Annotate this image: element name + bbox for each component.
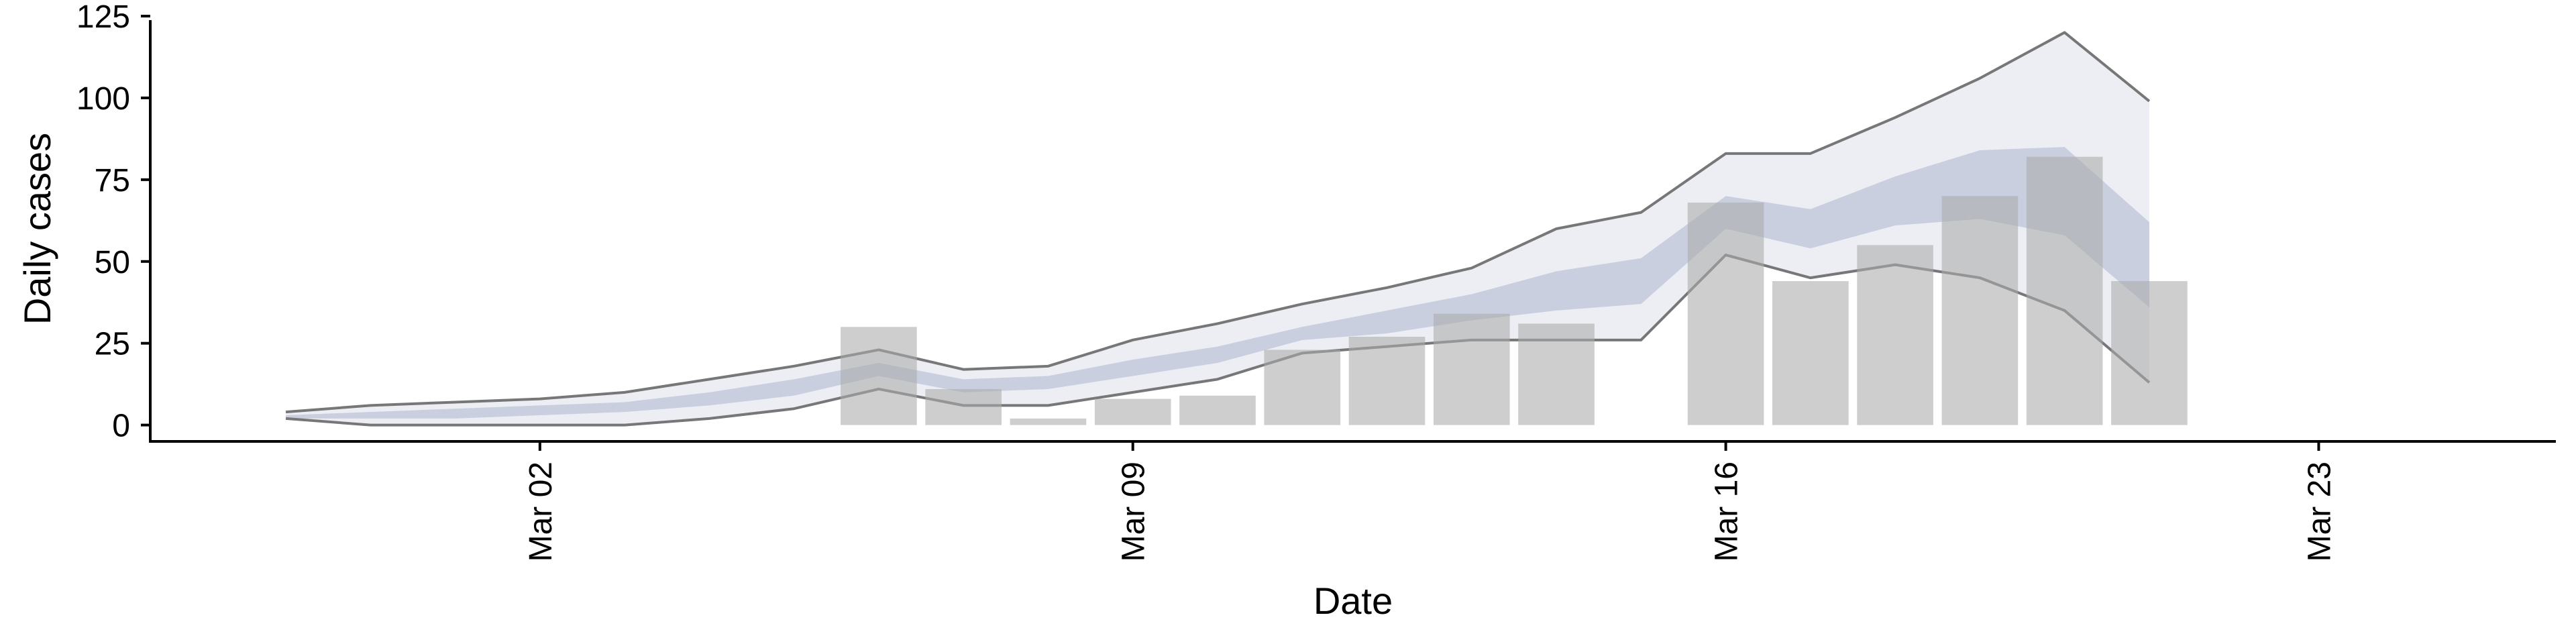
y-tick-label-75: 75 bbox=[95, 163, 130, 199]
y-axis-title: Daily cases bbox=[16, 133, 58, 325]
axes bbox=[149, 20, 2556, 443]
y-tick-label-125: 125 bbox=[76, 0, 130, 35]
inner-interval-band bbox=[286, 147, 2149, 419]
x-tick-label-9: Mar 09 bbox=[1116, 462, 1152, 561]
bar-day-9 bbox=[1094, 398, 1171, 425]
bar-day-10 bbox=[1179, 395, 1256, 425]
y-tick-label-0: 0 bbox=[112, 409, 130, 444]
x-tick-label-2: Mar 02 bbox=[523, 462, 559, 561]
bar-day-6 bbox=[841, 327, 917, 425]
bar-day-19 bbox=[1941, 196, 2019, 425]
bar-day-21 bbox=[2111, 281, 2188, 425]
credible-interval-bands bbox=[285, 31, 2151, 427]
bar-day-7 bbox=[925, 388, 1002, 425]
reported-cases-bars bbox=[841, 156, 2188, 425]
bar-day-13 bbox=[1433, 313, 1510, 425]
bar-day-14 bbox=[1518, 323, 1595, 425]
bar-day-16 bbox=[1687, 202, 1764, 425]
x-axis-title: Date bbox=[1313, 580, 1393, 622]
y-tick-label-100: 100 bbox=[76, 81, 130, 117]
bar-day-11 bbox=[1264, 350, 1341, 425]
x-tick-label-16: Mar 16 bbox=[1709, 462, 1745, 561]
bar-day-18 bbox=[1857, 245, 1933, 425]
bar-day-8 bbox=[1010, 418, 1087, 425]
y-tick-label-25: 25 bbox=[95, 327, 130, 362]
bar-day-20 bbox=[2026, 156, 2103, 425]
y-axis-ticks: 0 25 50 75 100 125 bbox=[76, 0, 150, 444]
x-tick-label-23: Mar 23 bbox=[2302, 462, 2337, 561]
outer-upper-bound-line bbox=[285, 31, 2151, 414]
bar-day-17 bbox=[1772, 281, 1849, 425]
x-axis-ticks: Mar 02 Mar 09 Mar 16 Mar 23 bbox=[523, 441, 2337, 561]
outer-lower-bound-line bbox=[285, 254, 2151, 427]
bar-day-12 bbox=[1348, 336, 1426, 425]
y-tick-label-50: 50 bbox=[95, 245, 130, 280]
